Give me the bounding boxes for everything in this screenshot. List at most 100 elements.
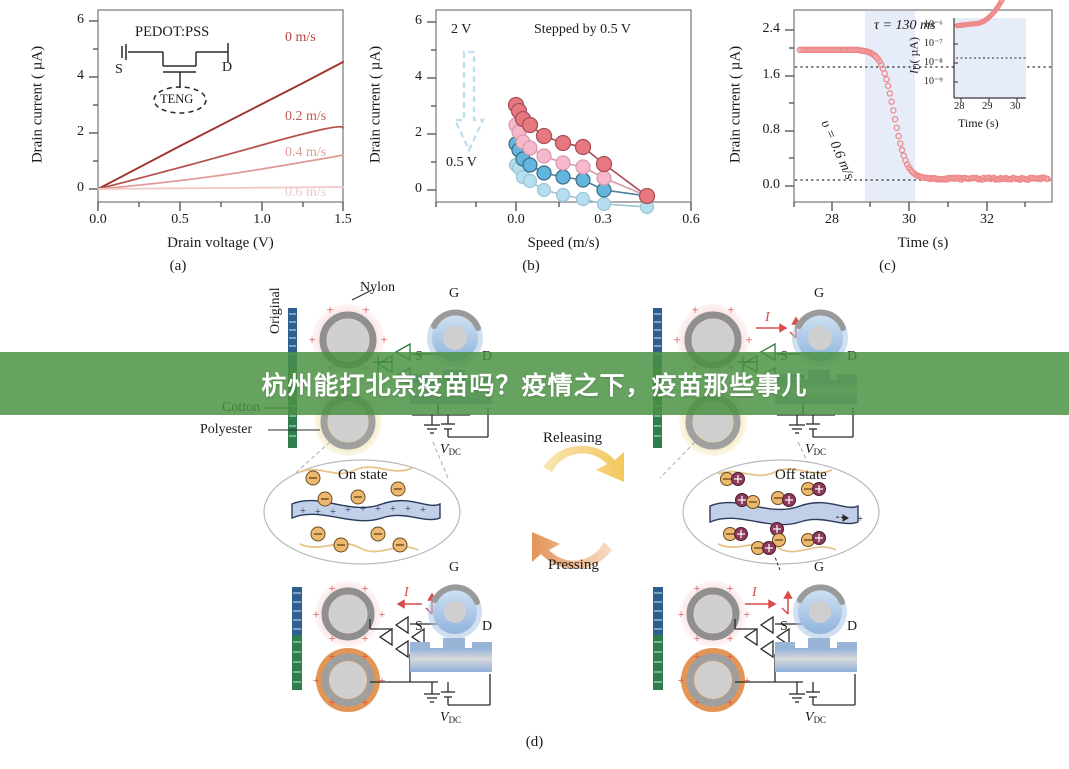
panel-c-ytick-3: 2.4 <box>748 21 780 37</box>
fabric-strip-bottom-left <box>292 587 302 690</box>
label-drain-bottom-left: D <box>482 619 492 635</box>
svg-text:+: + <box>345 504 351 516</box>
panel-c-y-axis-label: Drain current ( µA) <box>728 20 745 190</box>
panel-a-caption: (a) <box>0 258 356 275</box>
inset-ylabel-unit: ( µA) <box>907 37 921 64</box>
label-vdc-top-right: VDC <box>805 442 826 458</box>
label-vdc-bottom-left: VDC <box>440 710 461 726</box>
panel-a-xtick-3: 1.5 <box>329 212 357 228</box>
panel-c: Drain current ( µA) Time (s) 28 30 32 0.… <box>706 0 1069 282</box>
gate-coil-bottom-left <box>428 585 482 639</box>
svg-text:+: + <box>360 503 366 515</box>
svg-text:+: + <box>329 649 336 663</box>
panel-a-series-label-2: 0.4 m/s <box>285 145 326 161</box>
panel-a-series-label-0: 0 m/s <box>285 30 316 46</box>
panel-a-y-ticks <box>89 21 98 189</box>
svg-text:+: + <box>362 631 369 645</box>
svg-text:+: + <box>727 631 734 645</box>
panel-c-inset-x-axis-label: Time (s) <box>958 116 999 131</box>
svg-text:+: + <box>362 695 369 709</box>
svg-text:+: + <box>694 631 701 645</box>
svg-text:+: + <box>308 332 315 347</box>
inset-ylabel-sub: D <box>912 64 922 71</box>
svg-text:+: + <box>390 503 396 515</box>
panel-c-inset-ytick-0: 10⁻⁶ <box>924 19 943 30</box>
panel-c-y-ticks <box>785 30 794 186</box>
svg-text:+: + <box>330 506 336 518</box>
panel-a-series-label-3: 0.6 m/s <box>285 185 326 201</box>
label-gate-bottom-right: G <box>814 560 824 576</box>
inset-ylabel-I: I <box>907 70 921 74</box>
svg-text:+: + <box>727 649 734 663</box>
label-vdc-top-left: VDC <box>440 442 461 458</box>
svg-text:+: + <box>694 695 701 709</box>
panel-a-xtick-2: 1.0 <box>248 212 276 228</box>
svg-text:+: + <box>405 503 411 515</box>
panel-b-annot-2v: 2 V <box>451 22 471 38</box>
fabric-strip-bottom-right <box>653 587 663 690</box>
panel-c-inset-xtick-2: 30 <box>1010 101 1021 112</box>
panel-b-xtick-2: 0.6 <box>677 212 705 228</box>
label-gate-top-left: G <box>449 286 459 302</box>
panel-c-inset-xtick-1: 29 <box>982 101 993 112</box>
teng-label: TENG <box>160 92 193 107</box>
panel-a: Drain current ( µA) Drain voltage (V) 0.… <box>0 0 356 282</box>
panel-c-caption: (c) <box>706 258 1069 275</box>
vdc-v-bottom-left: V <box>440 710 449 725</box>
panel-a-series-label-1: 0.2 m/s <box>285 109 326 125</box>
promo-banner: 杭州能打北京疫苗吗？疫情之下，疫苗那些事儿 <box>0 352 1069 415</box>
svg-text:+: + <box>678 607 685 621</box>
panel-a-x-axis-label: Drain voltage (V) <box>98 235 343 252</box>
panel-b-y-ticks <box>427 22 436 190</box>
label-gate-top-right: G <box>814 286 824 302</box>
label-current-bottom-left: I <box>404 585 409 601</box>
panel-a-y-axis-label: Drain current ( µA) <box>30 20 47 190</box>
svg-text:+: + <box>745 332 752 347</box>
panel-b-ytick-2: 4 <box>402 69 422 85</box>
vdc-v-top-right: V <box>805 442 814 457</box>
panel-c-x-axis-label: Time (s) <box>794 235 1052 252</box>
panel-c-inset-xtick-0: 28 <box>954 101 965 112</box>
svg-text:+: + <box>420 504 426 516</box>
svg-text:+: + <box>727 302 734 317</box>
panel-d-caption: (d) <box>0 734 1069 751</box>
vdc-sub-top-right: DC <box>814 447 827 457</box>
panel-c-x-ticks <box>794 202 1025 211</box>
svg-text:+: + <box>375 503 381 515</box>
svg-text:+: + <box>362 581 369 595</box>
label-gate-bottom-left: G <box>449 560 459 576</box>
panel-b-annot-0.5v: 0.5 V <box>446 155 477 171</box>
svg-text:+: + <box>380 332 387 347</box>
label-original: Original <box>268 287 284 334</box>
transistor-body-bottom-left <box>410 638 492 672</box>
label-off-state: Off state <box>775 467 827 484</box>
panel-a-ytick-2: 4 <box>64 68 84 84</box>
panel-b-caption: (b) <box>356 258 706 275</box>
panel-c-inset-ytick-3: 10⁻⁹ <box>924 76 943 87</box>
svg-text:+: + <box>329 695 336 709</box>
panel-b: Drain current ( µA) Speed (m/s) 0.0 0.3 … <box>356 0 706 282</box>
label-vdc-bottom-right: VDC <box>805 710 826 726</box>
top-plot-row: Drain current ( µA) Drain voltage (V) 0.… <box>0 0 1069 282</box>
off-state-zoom-bubble: + <box>660 442 879 570</box>
svg-text:+: + <box>379 607 386 621</box>
on-state-zoom-bubble: + + + + + + + + + <box>264 442 460 564</box>
svg-text:+: + <box>857 513 863 525</box>
label-current-top-right: I <box>765 310 770 326</box>
panel-b-ytick-0: 0 <box>402 181 422 197</box>
panel-a-ytick-3: 6 <box>64 12 84 28</box>
vdc-sub-bottom-right: DC <box>814 715 827 725</box>
svg-text:+: + <box>329 631 336 645</box>
svg-text:+: + <box>379 673 386 687</box>
transistor-body-bottom-right <box>775 638 857 672</box>
svg-text:+: + <box>673 332 680 347</box>
vdc-sub-bottom-left: DC <box>449 715 462 725</box>
label-source-bottom-left: S <box>415 619 423 635</box>
panel-b-ytick-1: 2 <box>402 125 422 141</box>
panel-a-xtick-1: 0.5 <box>166 212 194 228</box>
svg-text:+: + <box>362 302 369 317</box>
label-source-bottom-right: S <box>780 619 788 635</box>
svg-text:+: + <box>313 607 320 621</box>
label-on-state: On state <box>338 467 388 484</box>
inset-drain-label: D <box>222 60 232 76</box>
